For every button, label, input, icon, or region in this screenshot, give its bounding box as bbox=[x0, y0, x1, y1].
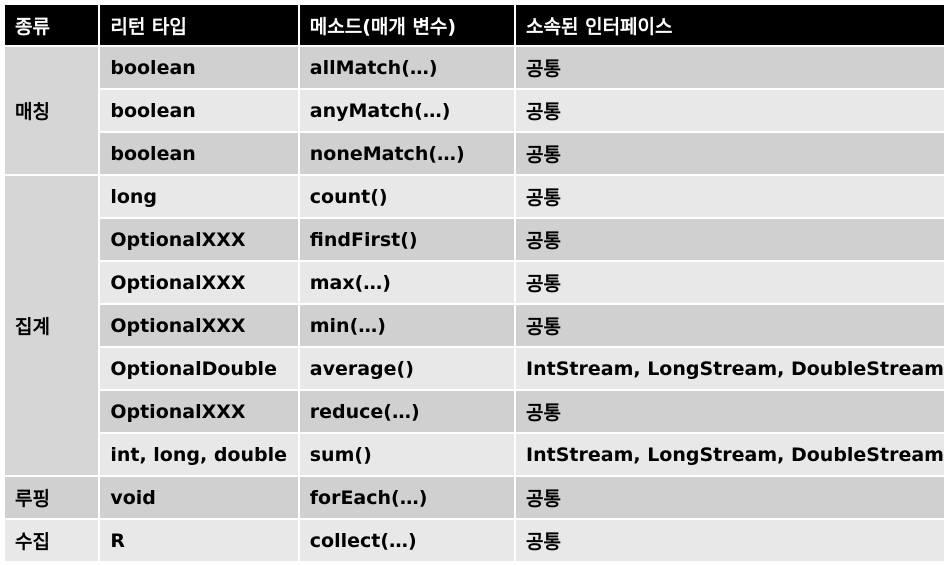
return-type-cell: OptionalXXX bbox=[100, 262, 298, 303]
method-cell: collect(…) bbox=[299, 520, 515, 561]
header-method: 메소드(매개 변수) bbox=[299, 5, 515, 45]
interface-cell: 공통 bbox=[516, 520, 944, 561]
category-cell: 수집 bbox=[5, 520, 99, 561]
method-cell: sum() bbox=[299, 434, 515, 475]
category-cell: 매칭 bbox=[5, 47, 99, 174]
return-type-cell: OptionalXXX bbox=[100, 305, 298, 346]
return-type-cell: int, long, double bbox=[100, 434, 298, 475]
method-cell: min(…) bbox=[299, 305, 515, 346]
table-row: 매칭 boolean allMatch(…) 공통 bbox=[5, 47, 944, 174]
table-row: OptionalXXX max(…) 공통 bbox=[5, 262, 944, 303]
header-interface: 소속된 인터페이스 bbox=[516, 5, 944, 45]
stream-operations-table: 종류 리턴 타입 메소드(매개 변수) 소속된 인터페이스 매칭 boolean a… bbox=[3, 3, 946, 563]
interface-cell: 공통 bbox=[516, 133, 944, 174]
header-category: 종류 bbox=[5, 5, 99, 45]
interface-cell: 공통 bbox=[516, 305, 944, 346]
method-cell: average() bbox=[299, 348, 515, 389]
method-cell: anyMatch(…) bbox=[299, 90, 515, 131]
return-type-cell: boolean bbox=[100, 133, 298, 174]
header-row: 종류 리턴 타입 메소드(매개 변수) 소속된 인터페이스 bbox=[5, 5, 944, 45]
method-cell: allMatch(…) bbox=[299, 47, 515, 88]
return-type-cell: OptionalXXX bbox=[100, 391, 298, 432]
return-type-cell: OptionalDouble bbox=[100, 348, 298, 389]
method-cell: count() bbox=[299, 176, 515, 217]
interface-cell: IntStream, LongStream, DoubleStream bbox=[516, 434, 944, 475]
method-cell: findFirst() bbox=[299, 219, 515, 260]
return-type-cell: R bbox=[100, 520, 298, 561]
table-row: boolean noneMatch(…) 공통 bbox=[5, 133, 944, 174]
table-row: boolean anyMatch(…) 공통 bbox=[5, 90, 944, 131]
header-return-type: 리턴 타입 bbox=[100, 5, 298, 45]
interface-cell: 공통 bbox=[516, 47, 944, 88]
return-type-cell: long bbox=[100, 176, 298, 217]
table-row: OptionalDouble average() IntStream, LongSt… bbox=[5, 348, 944, 389]
table-row: OptionalXXX min(…) 공통 bbox=[5, 305, 944, 346]
table-header: 종류 리턴 타입 메소드(매개 변수) 소속된 인터페이스 bbox=[5, 5, 944, 45]
return-type-cell: boolean bbox=[100, 90, 298, 131]
interface-cell: 공통 bbox=[516, 90, 944, 131]
table-row: OptionalXXX findFirst() 공통 bbox=[5, 219, 944, 260]
return-type-cell: boolean bbox=[100, 47, 298, 88]
method-cell: max(…) bbox=[299, 262, 515, 303]
table-row: OptionalXXX reduce(…) 공통 bbox=[5, 391, 944, 432]
method-cell: noneMatch(…) bbox=[299, 133, 515, 174]
interface-cell: 공통 bbox=[516, 262, 944, 303]
table-row: int, long, double sum() IntStream, LongStr… bbox=[5, 434, 944, 475]
interface-cell: 공통 bbox=[516, 219, 944, 260]
method-cell: reduce(…) bbox=[299, 391, 515, 432]
category-cell: 루핑 bbox=[5, 477, 99, 518]
table-row: 집계 long count() 공통 bbox=[5, 176, 944, 475]
interface-cell: 공통 bbox=[516, 176, 944, 217]
method-cell: forEach(…) bbox=[299, 477, 515, 518]
category-cell: 집계 bbox=[5, 176, 99, 475]
interface-cell: IntStream, LongStream, DoubleStream bbox=[516, 348, 944, 389]
return-type-cell: OptionalXXX bbox=[100, 219, 298, 260]
table-row: 루핑 void forEach(…) 공통 bbox=[5, 477, 944, 518]
interface-cell: 공통 bbox=[516, 477, 944, 518]
table-body: 매칭 boolean allMatch(…) 공통 boolean anyMatch(…)… bbox=[5, 47, 944, 561]
return-type-cell: void bbox=[100, 477, 298, 518]
interface-cell: 공통 bbox=[516, 391, 944, 432]
